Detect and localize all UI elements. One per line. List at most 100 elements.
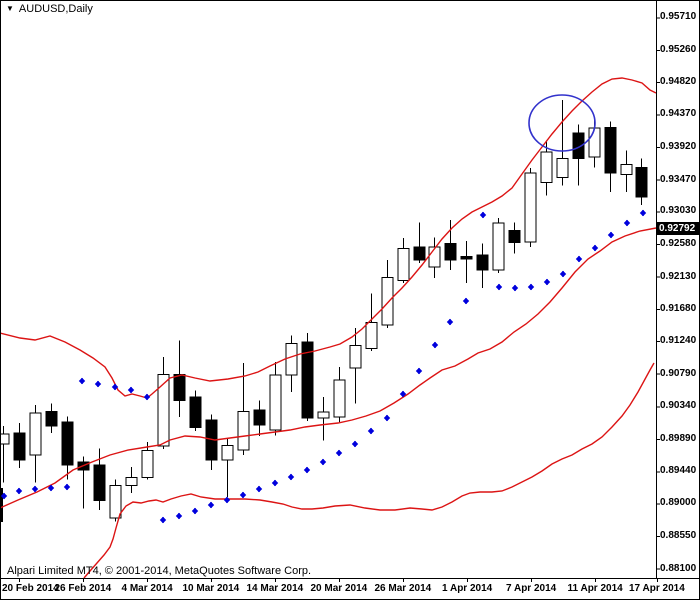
candle-27-Mar xyxy=(413,222,426,263)
candles-layer xyxy=(0,99,648,522)
sar-dot xyxy=(607,231,615,239)
sar-dot xyxy=(543,278,551,286)
candle-21-Feb xyxy=(29,404,42,483)
candle-12-Mar xyxy=(237,362,250,455)
price-axis-label: 0.94820 xyxy=(660,75,697,87)
sar-dot xyxy=(47,484,55,492)
price-axis-label: 0.90340 xyxy=(660,400,697,412)
sar-dot xyxy=(623,219,631,227)
sar-dot xyxy=(143,393,151,401)
sar-dot xyxy=(111,383,119,391)
price-axis-label: 0.94370 xyxy=(660,108,697,120)
chart-title: AUDUSD,Daily xyxy=(18,3,93,15)
price-axis-label: 0.93030 xyxy=(660,205,697,217)
candle-28-Feb xyxy=(109,479,122,522)
candle-1-Apr xyxy=(460,241,473,284)
sar-dot xyxy=(223,496,231,504)
candle-19-Mar xyxy=(317,396,330,441)
sar-dot xyxy=(335,449,343,457)
candle-10-Mar xyxy=(205,414,218,471)
price-axis-label: 0.93470 xyxy=(660,173,697,185)
copyright-text: Alpari Limited MT4, © 2001-2014, MetaQuo… xyxy=(7,565,312,577)
sar-dot xyxy=(303,466,311,474)
sar-dot xyxy=(527,283,535,291)
sar-dot xyxy=(559,270,567,278)
date-axis-label: 14 Mar 2014 xyxy=(246,583,304,594)
candle-8-Apr xyxy=(540,140,553,196)
candle-3-Apr xyxy=(492,217,505,274)
date-axis-label: 26 Feb 2014 xyxy=(54,583,112,594)
sar-dot xyxy=(159,516,167,524)
sar-dot xyxy=(511,284,519,292)
sar-dot xyxy=(639,209,647,217)
sar-dot xyxy=(31,485,39,493)
sar-dot xyxy=(15,487,23,495)
price-axis-label: 0.91680 xyxy=(660,303,697,315)
candle-3-Mar xyxy=(125,467,138,494)
candle-5-Mar xyxy=(157,357,170,450)
price-axis-label: 0.91240 xyxy=(660,335,697,347)
sar-dot xyxy=(367,427,375,435)
sar-dot xyxy=(351,440,359,448)
price-axis-label: 0.88100 xyxy=(660,562,697,574)
candle-20-Mar xyxy=(333,367,346,423)
date-axis-label: 20 Mar 2014 xyxy=(310,583,368,594)
sar-dot xyxy=(78,377,86,385)
candle-11-Mar xyxy=(221,438,234,497)
price-axis-label: 0.89000 xyxy=(660,497,697,509)
sar-dot xyxy=(0,492,8,500)
sar-dot xyxy=(271,479,279,487)
price-axis-label: 0.89890 xyxy=(660,432,697,444)
sar-dot xyxy=(127,386,135,394)
sar-dot xyxy=(319,458,327,466)
candle-4-Mar xyxy=(141,441,154,480)
price-axis-label: 0.92580 xyxy=(660,238,697,250)
sar-dot xyxy=(255,485,263,493)
sar-dot xyxy=(462,297,470,305)
date-axis-label: 1 Apr 2014 xyxy=(442,583,493,594)
bollinger-bands-layer xyxy=(0,77,657,579)
candle-7-Mar xyxy=(189,390,202,431)
sar-dot xyxy=(191,507,199,515)
candle-25-Feb xyxy=(61,416,74,480)
candle-14-Mar xyxy=(269,362,282,436)
current-price-tag: 0.92792 xyxy=(657,222,700,236)
candle-24-Feb xyxy=(45,403,58,434)
parabolic-sar-layer xyxy=(0,209,647,524)
date-axis-label: 4 Mar 2014 xyxy=(121,583,173,594)
candle-20-Feb xyxy=(13,422,26,468)
sar-dot xyxy=(207,501,215,509)
chart-title-bar: ▼ AUDUSD,Daily xyxy=(6,3,93,15)
sar-dot xyxy=(479,211,487,219)
candle-6-Mar xyxy=(173,340,186,418)
sar-dot xyxy=(415,367,423,375)
candle-4-Apr xyxy=(508,222,521,254)
date-axis-label: 10 Mar 2014 xyxy=(182,583,240,594)
price-axis-label: 0.93920 xyxy=(660,140,697,152)
candle-10-Apr xyxy=(572,124,585,186)
candle-13-Mar xyxy=(253,400,266,437)
sar-dot xyxy=(431,341,439,349)
candle-25-Mar xyxy=(381,259,394,329)
candle-28-Mar xyxy=(428,237,441,279)
price-axis-label: 0.92130 xyxy=(660,270,697,282)
candle-26-Mar xyxy=(397,238,410,284)
price-axis-label: 0.90790 xyxy=(660,367,697,379)
sar-dot xyxy=(399,390,407,398)
candle-7-Apr xyxy=(524,167,537,247)
candle-19-Feb xyxy=(0,425,10,483)
sar-dot xyxy=(63,483,71,491)
candle-17-Mar xyxy=(285,335,298,392)
annotation-circle[interactable] xyxy=(528,94,596,152)
candle-24-Mar xyxy=(365,293,378,352)
candle-18-Mar xyxy=(301,333,314,421)
chevron-down-icon[interactable]: ▼ xyxy=(6,4,14,13)
date-axis-label: 17 Apr 2014 xyxy=(629,583,685,594)
bollinger-lower-band xyxy=(83,362,655,579)
bollinger-upper-band xyxy=(0,77,657,399)
candle-9-Apr xyxy=(556,99,569,186)
price-axis-label: 0.88550 xyxy=(660,529,697,541)
candle-21-Mar xyxy=(349,328,362,404)
